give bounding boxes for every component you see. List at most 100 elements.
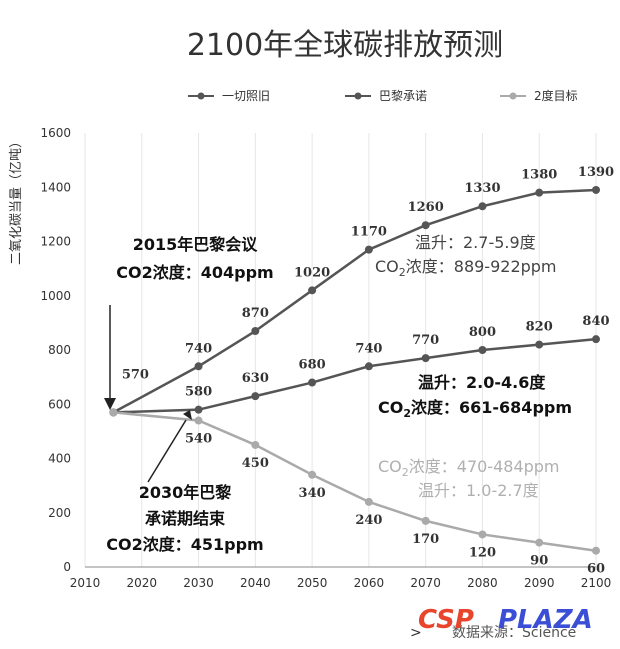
data-point — [364, 362, 373, 371]
data-label: 120 — [469, 545, 496, 560]
annotation-paris-2015-arrowhead — [104, 398, 116, 410]
data-point — [592, 546, 600, 555]
annotation-twodeg-range: CO2浓度：470-484ppm 温升：1.0-2.7度 — [378, 457, 560, 500]
data-point — [364, 497, 373, 506]
data-label: 1390 — [578, 165, 614, 180]
data-label: 450 — [242, 456, 269, 471]
annotation-paris-range: 温升：2.0-4.6度 CO2浓度：661-684ppm — [378, 373, 572, 420]
x-tick-label: 2030 — [183, 576, 214, 590]
legend-label: 2度目标 — [534, 88, 578, 103]
data-label: 240 — [355, 513, 382, 528]
y-tick-label: 1200 — [40, 235, 71, 249]
x-tick-label: 2050 — [297, 576, 328, 590]
logo-plaza: PLAZA — [498, 605, 593, 635]
x-tick-label: 2070 — [410, 576, 441, 590]
logo: CSP PLAZA — [418, 605, 593, 635]
logo-csp: CSP — [418, 605, 474, 635]
data-label: 630 — [242, 371, 269, 386]
source-arrow-icon: > — [410, 625, 422, 641]
y-tick-label: 800 — [48, 343, 71, 357]
data-point — [535, 538, 544, 547]
data-label: 770 — [412, 333, 439, 348]
data-point — [251, 327, 260, 336]
annotation-paris-2030-arrow — [147, 419, 187, 483]
x-tick-label: 2040 — [240, 576, 271, 590]
data-label: 870 — [242, 306, 269, 321]
data-label: 820 — [526, 320, 553, 335]
data-point — [308, 470, 317, 479]
legend-marker — [354, 92, 362, 100]
data-point — [251, 440, 260, 449]
annotation-bau-range: 温升：2.7-5.9度 CO2浓度：889-922ppm — [375, 233, 557, 279]
y-tick-label: 1600 — [40, 126, 71, 140]
data-label: 840 — [582, 314, 609, 329]
data-label: 680 — [299, 358, 326, 373]
data-label: 570 — [122, 367, 149, 382]
data-labels: 570 740 870 1020 1170 1260 1330 1380 1390 580 630 6… — [122, 165, 614, 577]
data-point — [109, 408, 118, 417]
annotation-paris-temp: 温升：2.0-4.6度 — [417, 373, 546, 392]
annotation-paris-2015: 2015年巴黎会议 CO2浓度：404ppm — [104, 235, 274, 410]
annotation-bau-co2: CO2浓度：889-922ppm — [375, 257, 557, 279]
x-tick-label: 2020 — [127, 576, 158, 590]
legend-label: 一切照旧 — [222, 89, 270, 103]
data-label: 800 — [469, 325, 496, 340]
legend-marker — [197, 92, 205, 100]
y-tick-label: 200 — [48, 506, 71, 520]
x-tick-label: 2100 — [581, 576, 612, 590]
series-layer — [109, 185, 600, 555]
data-label: 170 — [412, 532, 439, 547]
y-tick-label: 1400 — [40, 180, 71, 194]
legend: 一切照旧 巴黎承诺 2度目标 — [188, 88, 578, 103]
data-label: 740 — [355, 341, 382, 356]
data-point — [308, 286, 317, 295]
annotation-paris-2030-line1: 2030年巴黎 — [139, 483, 232, 502]
annotation-paris-2015-line1: 2015年巴黎会议 — [133, 235, 259, 254]
annotation-paris-2030-arrowhead — [183, 410, 192, 420]
data-label: 1170 — [351, 225, 387, 240]
annotation-paris-2015-line2: CO2浓度：404ppm — [116, 263, 273, 282]
x-tick-label: 2060 — [354, 576, 385, 590]
data-label: 1260 — [408, 200, 444, 215]
source-text: 数据来源：Science — [452, 625, 576, 641]
data-label: 540 — [185, 432, 212, 447]
y-tick-label: 0 — [63, 560, 71, 574]
data-label: 1380 — [521, 168, 557, 183]
y-tick-label: 400 — [48, 452, 71, 466]
data-label: 1330 — [464, 181, 500, 196]
data-point — [535, 340, 544, 349]
x-tick-label: 2010 — [70, 576, 101, 590]
data-point — [421, 354, 430, 363]
data-label: 90 — [530, 554, 548, 569]
data-label: 580 — [185, 385, 212, 400]
data-point — [194, 405, 203, 414]
data-point — [592, 185, 600, 194]
data-point — [535, 188, 544, 197]
y-tick-label: 600 — [48, 397, 71, 411]
annotation-twodeg-co2: CO2浓度：470-484ppm — [378, 457, 560, 479]
axes: 2010 2020 2030 2040 2050 2060 2070 2080 2090 2100… — [40, 126, 611, 590]
data-point — [308, 378, 317, 387]
data-label: 740 — [185, 341, 212, 356]
data-point — [478, 530, 487, 539]
data-point — [421, 516, 430, 525]
y-tick-label: 1000 — [40, 289, 71, 303]
annotation-paris-co2: CO2浓度：661-684ppm — [378, 398, 572, 420]
source-footer: > 数据来源：Science — [410, 625, 576, 641]
annotation-paris-2030-line2: 承诺期结束 — [145, 509, 226, 528]
annotation-paris-2030-line3: CO2浓度：451ppm — [106, 535, 263, 554]
data-point — [421, 221, 430, 230]
chart-title: 2100年全球碳排放预测 — [187, 28, 503, 63]
legend-label: 巴黎承诺 — [379, 89, 427, 103]
x-tick-label: 2080 — [467, 576, 498, 590]
annotation-paris-2030: 2030年巴黎 承诺期结束 CO2浓度：451ppm — [106, 410, 264, 554]
y-axis-title: 二氧化碳当量（亿吨） — [9, 135, 24, 265]
data-point — [478, 346, 487, 354]
data-point — [592, 335, 600, 344]
annotation-twodeg-temp: 温升：1.0-2.7度 — [418, 481, 539, 500]
data-label: 60 — [587, 562, 605, 577]
x-tick-label: 2090 — [524, 576, 555, 590]
data-point — [194, 362, 203, 371]
data-point — [364, 245, 373, 254]
